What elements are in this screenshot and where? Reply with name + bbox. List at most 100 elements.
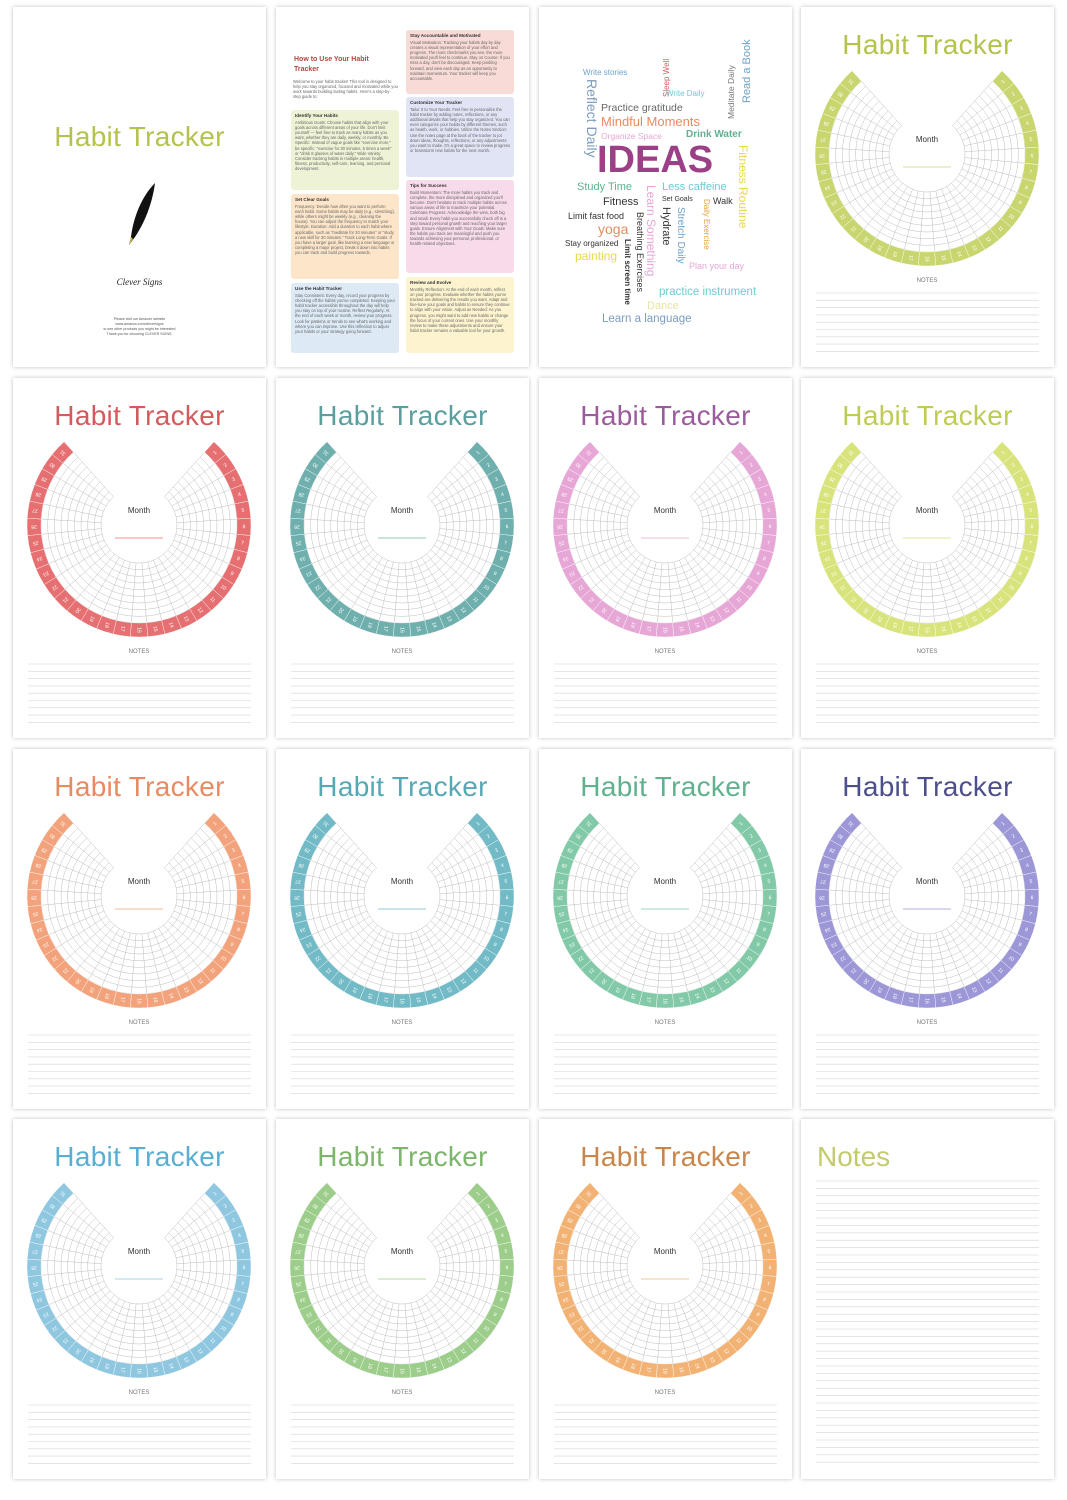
idea-word: IDEAS [597,139,714,181]
day-number: 22 [576,1324,584,1332]
grid-spoke [62,463,110,502]
grid-spoke [694,463,742,502]
day-number: 3 [1019,847,1024,854]
grid-ring [343,1222,461,1325]
day-number: 13 [445,1356,453,1364]
day-number: 9 [492,571,497,578]
grid-spoke [421,1298,453,1350]
tracker-title: Habit Tracker [842,400,1013,431]
day-number: 19 [87,986,95,994]
idea-word: Study Time [577,181,633,193]
grid-spoke [41,899,102,906]
day-number: 30 [837,832,845,840]
day-number: 11 [734,1337,742,1345]
day-number: 26 [31,894,37,900]
grid-spoke [642,932,657,992]
idea-word: Less caffeine [662,181,727,193]
grid-ring [363,496,441,564]
grid-spoke [573,489,630,512]
day-band [577,812,600,835]
day-number: 9 [755,1312,760,1319]
grid-spoke [416,1301,440,1357]
day-number: 6 [1031,153,1034,159]
grid-spoke [147,561,162,621]
grid-spoke [43,874,102,889]
habit-wheel: 1234567891011121314151617181920212223242… [26,1182,252,1464]
day-number: 18 [103,1362,110,1369]
grid-ring [87,857,191,948]
grid-ring [882,862,972,941]
day-number: 9 [229,571,234,578]
day-number: 14 [430,622,437,629]
grid-ring [862,105,992,219]
grid-spoke [850,834,898,873]
page: Habit Tracker 1 2 3 4 5 6 7 8 9 10 11 12 13 14 15 16 17 18… [801,749,1054,1109]
idea-word: Drink Water [686,129,742,140]
day-number: 25 [820,910,827,917]
day-number: 7 [241,1281,245,1287]
grid-spoke [642,561,657,621]
tracker-title: Habit Tracker [842,29,1013,60]
day-number: 19 [350,1356,358,1364]
day-number: 1 [1000,821,1006,827]
grid-spoke [164,452,205,497]
grid-spoke [173,1280,230,1305]
day-number: 27 [558,1248,565,1255]
day-number: 1 [475,1191,481,1197]
day-number: 1 [1000,79,1006,85]
grid-spoke [581,915,633,949]
day-number: 14 [167,1363,174,1370]
day-number: 28 [823,491,830,498]
page: Habit Tracker 1 2 3 4 5 6 7 8 9 10 11 12 13 14 15 16 17 18… [13,749,266,1109]
day-number: 4 [500,1233,505,1240]
grid-ring [580,461,750,610]
day-number: 3 [494,1217,499,1224]
day-number: 15 [415,1367,422,1374]
day-number: 1 [212,450,218,456]
grid-spoke [829,147,890,152]
grid-ring [855,100,999,226]
grid-spoke [131,933,137,994]
grid-spoke [439,1244,498,1259]
grid-ring [606,852,724,955]
grid-spoke [961,539,1018,564]
grid-spoke [176,1259,237,1264]
grid-spoke [904,190,919,250]
grid-spoke [416,560,440,616]
day-number: 10 [745,955,753,963]
grid-spoke [657,562,663,623]
day-number: 4 [237,492,242,499]
day-number: 3 [494,847,499,854]
day-number: 25 [32,539,39,546]
grid-spoke [699,910,756,935]
idea-word: Stretch Daily [675,207,686,264]
day-number: 27 [820,507,827,514]
grid-ring [357,491,447,570]
grid-spoke [304,1259,365,1264]
day-number: 20 [73,606,81,614]
day-number: 5 [767,508,771,514]
grid-ring [67,1212,211,1338]
day-number: 1 [212,1191,218,1197]
month-label: Month [391,1247,413,1256]
grid-spoke [614,1298,646,1350]
grid-spoke [946,557,978,609]
page: Write stories Sleep Well Meditate Daily Rea… [539,7,792,367]
idea-word: Write stories [583,68,628,77]
grid-spoke [171,475,224,507]
grid-spoke [174,1230,231,1253]
day-number: 8 [1024,185,1029,192]
day-number: 23 [42,1311,50,1319]
grid-ring [593,842,737,968]
grid-spoke [163,553,203,601]
grid-spoke [338,553,378,601]
day-number: 17 [907,254,914,261]
grid-spoke [101,560,125,616]
grid-ring [862,476,992,590]
grid-ring [310,827,494,988]
day-number: 24 [562,926,569,934]
grid-spoke [158,557,190,609]
section-heading: Tips for Success [410,183,447,188]
day-number: 19 [350,615,358,623]
grid-spoke [434,1285,486,1319]
